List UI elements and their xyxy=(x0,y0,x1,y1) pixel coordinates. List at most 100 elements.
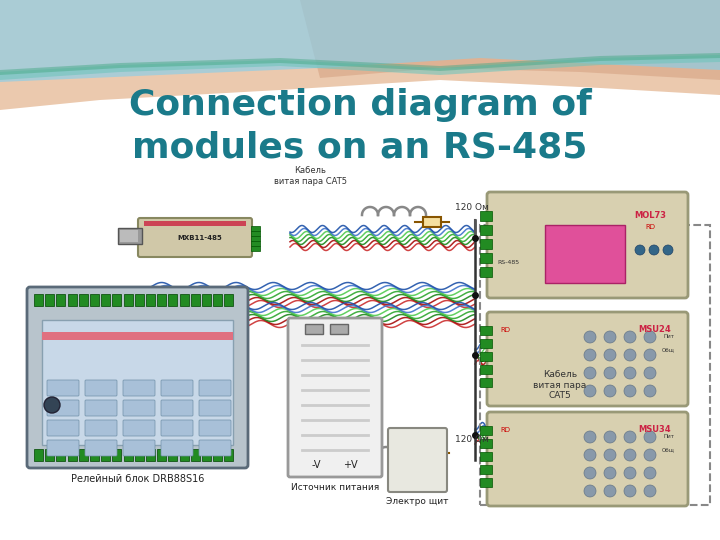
FancyBboxPatch shape xyxy=(388,428,447,492)
Bar xyxy=(78,294,88,306)
Bar xyxy=(480,211,492,221)
Bar xyxy=(135,449,144,461)
Text: Релейный блок DRB88S16: Релейный блок DRB88S16 xyxy=(71,474,204,484)
Bar xyxy=(251,241,260,246)
Circle shape xyxy=(644,349,656,361)
FancyBboxPatch shape xyxy=(199,440,231,456)
Bar xyxy=(168,449,177,461)
Bar xyxy=(213,294,222,306)
Circle shape xyxy=(604,331,616,343)
Bar xyxy=(251,236,260,241)
Bar xyxy=(56,294,66,306)
Bar xyxy=(78,449,88,461)
Circle shape xyxy=(604,367,616,379)
Bar xyxy=(102,294,110,306)
Text: modules on an RS-485: modules on an RS-485 xyxy=(132,131,588,165)
Polygon shape xyxy=(300,0,720,80)
Circle shape xyxy=(604,485,616,497)
FancyBboxPatch shape xyxy=(85,400,117,416)
Bar xyxy=(45,449,54,461)
Bar xyxy=(146,294,155,306)
Bar xyxy=(480,253,492,263)
Bar xyxy=(144,221,246,226)
Circle shape xyxy=(584,349,596,361)
Bar xyxy=(118,228,142,244)
FancyBboxPatch shape xyxy=(47,400,79,416)
FancyBboxPatch shape xyxy=(85,380,117,396)
FancyBboxPatch shape xyxy=(138,218,252,257)
Circle shape xyxy=(604,467,616,479)
Bar xyxy=(34,294,43,306)
FancyBboxPatch shape xyxy=(487,412,688,506)
Bar xyxy=(56,449,66,461)
FancyBboxPatch shape xyxy=(199,420,231,436)
FancyBboxPatch shape xyxy=(123,400,155,416)
Bar xyxy=(90,449,99,461)
Bar xyxy=(480,365,492,374)
Polygon shape xyxy=(0,55,720,80)
Circle shape xyxy=(624,367,636,379)
Text: Пит: Пит xyxy=(664,334,675,340)
Bar xyxy=(480,339,492,348)
Bar xyxy=(90,294,99,306)
Bar xyxy=(225,449,233,461)
Bar xyxy=(202,449,211,461)
Text: Общ: Общ xyxy=(662,348,675,353)
Text: Connection diagram of: Connection diagram of xyxy=(129,88,591,122)
Text: Кабель
витая пара CAT5: Кабель витая пара CAT5 xyxy=(274,166,346,186)
Bar xyxy=(157,294,166,306)
Text: Общ: Общ xyxy=(662,448,675,453)
FancyBboxPatch shape xyxy=(47,380,79,396)
Circle shape xyxy=(624,467,636,479)
FancyBboxPatch shape xyxy=(47,420,79,436)
Text: MSU34: MSU34 xyxy=(639,426,671,435)
Bar xyxy=(330,324,348,334)
Bar xyxy=(480,267,492,277)
Circle shape xyxy=(44,397,60,413)
Bar xyxy=(135,294,144,306)
Polygon shape xyxy=(0,0,720,110)
Bar xyxy=(202,294,211,306)
Text: RS-485: RS-485 xyxy=(497,260,519,266)
Bar xyxy=(480,452,492,461)
FancyBboxPatch shape xyxy=(161,420,193,436)
Text: RD: RD xyxy=(500,327,510,333)
Bar xyxy=(45,294,54,306)
Polygon shape xyxy=(0,0,720,82)
Circle shape xyxy=(624,485,636,497)
Bar xyxy=(480,352,492,361)
Bar xyxy=(423,217,441,227)
FancyBboxPatch shape xyxy=(85,420,117,436)
Circle shape xyxy=(624,349,636,361)
Circle shape xyxy=(584,467,596,479)
FancyBboxPatch shape xyxy=(161,440,193,456)
Circle shape xyxy=(584,431,596,443)
Bar xyxy=(68,294,76,306)
Bar xyxy=(124,449,132,461)
Bar xyxy=(480,225,492,235)
Bar xyxy=(146,449,155,461)
Polygon shape xyxy=(0,53,720,75)
Circle shape xyxy=(584,485,596,497)
Circle shape xyxy=(649,245,659,255)
Bar xyxy=(225,294,233,306)
Circle shape xyxy=(584,449,596,461)
FancyBboxPatch shape xyxy=(123,440,155,456)
Bar xyxy=(480,378,492,387)
Bar xyxy=(251,246,260,251)
Bar xyxy=(480,426,492,435)
FancyBboxPatch shape xyxy=(199,400,231,416)
FancyBboxPatch shape xyxy=(27,287,248,468)
Bar xyxy=(42,320,233,445)
Circle shape xyxy=(604,449,616,461)
Bar xyxy=(305,324,323,334)
FancyBboxPatch shape xyxy=(161,380,193,396)
FancyBboxPatch shape xyxy=(487,192,688,298)
Text: RD: RD xyxy=(645,224,655,230)
FancyBboxPatch shape xyxy=(123,420,155,436)
FancyBboxPatch shape xyxy=(199,380,231,396)
Bar xyxy=(480,239,492,249)
Circle shape xyxy=(604,349,616,361)
Text: Пит: Пит xyxy=(664,435,675,440)
Bar xyxy=(423,448,441,458)
